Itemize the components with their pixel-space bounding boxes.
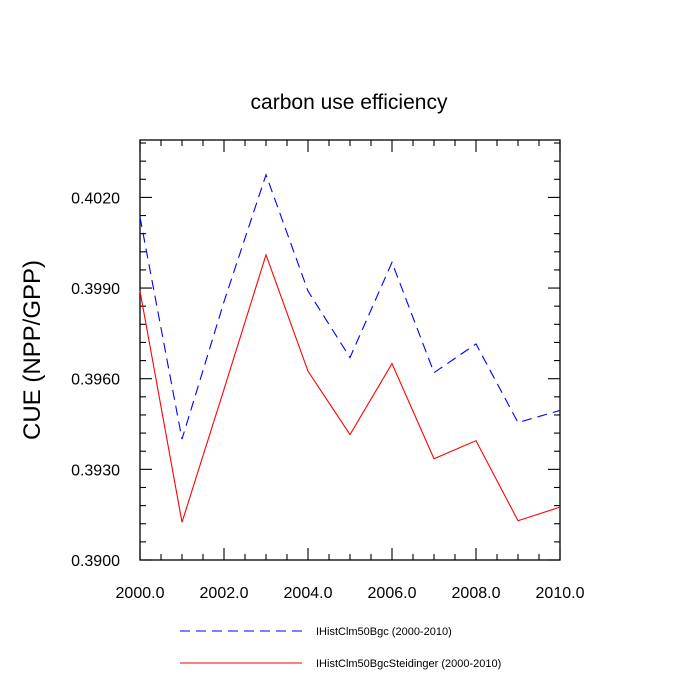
y-tick-label: 0.3960 <box>71 372 120 389</box>
x-tick-label: 2002.0 <box>200 585 249 602</box>
y-axis-label: CUE (NPP/GPP) <box>19 260 46 440</box>
legend-label-2: IHistClm50BgcSteidinger (2000-2010) <box>316 658 501 670</box>
x-tick-label: 2000.0 <box>116 585 165 602</box>
x-tick-label: 2006.0 <box>368 585 417 602</box>
legend: IHistClm50Bgc (2000-2010) IHistClm50BgcSt… <box>180 626 501 670</box>
chart-title: carbon use efficiency <box>251 91 448 114</box>
legend-label-1: IHistClm50Bgc (2000-2010) <box>316 626 452 638</box>
series-line-1 <box>139 173 561 440</box>
plot-frame <box>139 139 561 561</box>
series-layer <box>139 173 561 523</box>
y-tick-label: 0.3990 <box>71 281 120 298</box>
x-tick-label: 2010.0 <box>536 585 585 602</box>
series-line-2 <box>139 253 561 523</box>
axis-tick-labels: 2000.0 2002.0 2004.0 2006.0 2008.0 2010.0 0.39… <box>71 190 585 602</box>
y-tick-label: 0.3900 <box>71 553 120 570</box>
x-tick-label: 2004.0 <box>284 585 333 602</box>
axis-ticks <box>139 140 561 561</box>
y-tick-label: 0.3930 <box>71 462 120 479</box>
y-tick-label: 0.4020 <box>71 190 120 207</box>
x-tick-label: 2008.0 <box>452 585 501 602</box>
